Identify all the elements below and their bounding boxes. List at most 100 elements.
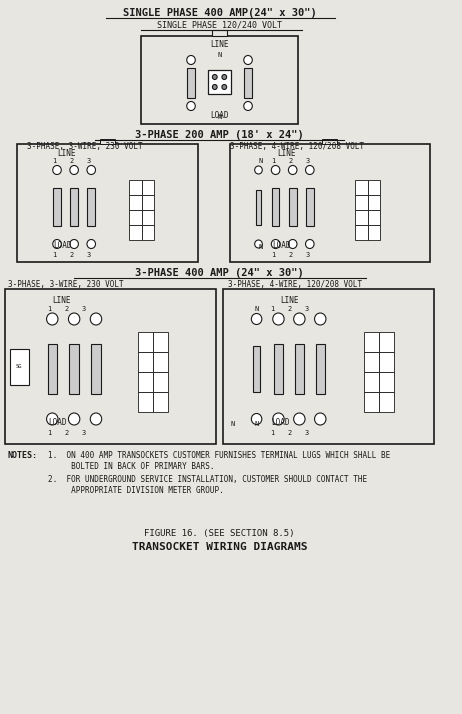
Bar: [322, 139, 337, 144]
Bar: [138, 392, 153, 412]
Bar: [153, 372, 168, 392]
Bar: [274, 344, 283, 394]
Bar: [379, 352, 395, 372]
Text: FIGURE 16. (SEE SECTION 8.5): FIGURE 16. (SEE SECTION 8.5): [144, 529, 295, 538]
Text: LINE: LINE: [278, 149, 296, 158]
Text: LINE: LINE: [57, 149, 75, 158]
Bar: [230, 144, 430, 262]
Text: SINGLE PHASE 400 AMP(24" x 30"): SINGLE PHASE 400 AMP(24" x 30"): [122, 8, 316, 18]
Bar: [140, 36, 298, 124]
Text: 1   2   3: 1 2 3: [272, 252, 310, 258]
Bar: [5, 289, 216, 444]
Text: 1   2   3: 1 2 3: [53, 158, 91, 164]
Bar: [153, 392, 168, 412]
Bar: [364, 332, 379, 352]
Bar: [368, 180, 380, 195]
Bar: [379, 372, 395, 392]
Text: 1   2   3: 1 2 3: [49, 306, 87, 312]
Circle shape: [53, 239, 61, 248]
Circle shape: [288, 166, 297, 174]
Text: 3-PHASE, 4-WIRE, 120/208 VOLT: 3-PHASE, 4-WIRE, 120/208 VOLT: [228, 280, 362, 289]
Text: 1   2   3: 1 2 3: [53, 252, 91, 258]
Bar: [129, 225, 141, 240]
Circle shape: [222, 84, 227, 89]
Bar: [138, 372, 153, 392]
Bar: [17, 144, 198, 262]
Circle shape: [68, 413, 80, 425]
Text: N: N: [255, 421, 259, 427]
Bar: [289, 188, 297, 226]
Text: 2.  FOR UNDERGROUND SERVICE INSTALLATION, CUSTOMER SHOULD CONTACT THE: 2. FOR UNDERGROUND SERVICE INSTALLATION,…: [48, 475, 367, 484]
Bar: [48, 344, 57, 394]
Bar: [316, 344, 325, 394]
Circle shape: [68, 313, 80, 325]
Text: N: N: [258, 158, 263, 164]
Circle shape: [222, 74, 227, 79]
Circle shape: [255, 240, 262, 248]
Bar: [129, 180, 141, 195]
Bar: [141, 180, 154, 195]
Text: 3-PHASE, 3-WIRE, 230 VOLT: 3-PHASE, 3-WIRE, 230 VOLT: [7, 280, 123, 289]
Text: N: N: [255, 306, 259, 312]
Bar: [368, 195, 380, 210]
Circle shape: [87, 239, 96, 248]
Text: 3-PHASE, 4-WIRE, 120/208 VOLT: 3-PHASE, 4-WIRE, 120/208 VOLT: [230, 142, 364, 151]
Circle shape: [251, 313, 262, 324]
Text: 1   2   3: 1 2 3: [272, 158, 310, 164]
Circle shape: [305, 166, 314, 174]
Text: LOAD: LOAD: [272, 241, 290, 250]
Circle shape: [244, 56, 252, 64]
Text: N: N: [218, 52, 222, 58]
Text: 1   2   3: 1 2 3: [271, 306, 309, 312]
Bar: [141, 195, 154, 210]
Circle shape: [87, 166, 96, 174]
Text: TRANSOCKET WIRING DIAGRAMS: TRANSOCKET WIRING DIAGRAMS: [132, 542, 307, 552]
Bar: [364, 392, 379, 412]
Circle shape: [53, 166, 61, 174]
Bar: [138, 332, 153, 352]
Text: 1   2   3: 1 2 3: [49, 430, 87, 436]
Text: SINGLE PHASE 120/240 VOLT: SINGLE PHASE 120/240 VOLT: [157, 20, 282, 29]
Circle shape: [294, 313, 305, 325]
Bar: [153, 332, 168, 352]
Text: LOAD: LOAD: [49, 418, 67, 427]
Bar: [223, 289, 434, 444]
Bar: [87, 188, 95, 226]
Text: 3-PHASE, 3-WIRE, 230 VOLT: 3-PHASE, 3-WIRE, 230 VOLT: [27, 142, 142, 151]
Circle shape: [315, 413, 326, 425]
Text: LOAD: LOAD: [53, 241, 72, 250]
Text: LOAD: LOAD: [210, 111, 229, 120]
Circle shape: [315, 313, 326, 325]
Circle shape: [294, 413, 305, 425]
Text: 3-PHASE 400 AMP (24" x 30"): 3-PHASE 400 AMP (24" x 30"): [135, 268, 304, 278]
Text: SG: SG: [16, 364, 22, 369]
Bar: [91, 344, 101, 394]
Bar: [138, 352, 153, 372]
Bar: [141, 210, 154, 225]
Circle shape: [251, 413, 262, 425]
Circle shape: [70, 166, 79, 174]
Bar: [53, 188, 61, 226]
Text: 1.  ON 400 AMP TRANSOCKETS CUSTOMER FURNISHES TERMINAL LUGS WHICH SHALL BE: 1. ON 400 AMP TRANSOCKETS CUSTOMER FURNI…: [48, 451, 390, 460]
Text: BOLTED IN BACK OF PRIMARY BARS.: BOLTED IN BACK OF PRIMARY BARS.: [48, 462, 214, 471]
Circle shape: [305, 239, 314, 248]
Text: LINE: LINE: [280, 296, 299, 305]
Circle shape: [90, 413, 102, 425]
Bar: [212, 30, 227, 36]
Circle shape: [244, 101, 252, 111]
Bar: [70, 188, 78, 226]
Circle shape: [90, 313, 102, 325]
Bar: [355, 195, 368, 210]
Bar: [187, 68, 195, 98]
Text: LINE: LINE: [210, 40, 229, 49]
Text: APPROPRIATE DIVISION METER GROUP.: APPROPRIATE DIVISION METER GROUP.: [48, 486, 223, 495]
Bar: [129, 195, 141, 210]
Circle shape: [213, 84, 217, 89]
Bar: [355, 210, 368, 225]
Bar: [379, 392, 395, 412]
Circle shape: [187, 101, 195, 111]
Circle shape: [271, 166, 280, 174]
Bar: [368, 210, 380, 225]
Text: N: N: [231, 421, 235, 427]
Bar: [153, 352, 168, 372]
